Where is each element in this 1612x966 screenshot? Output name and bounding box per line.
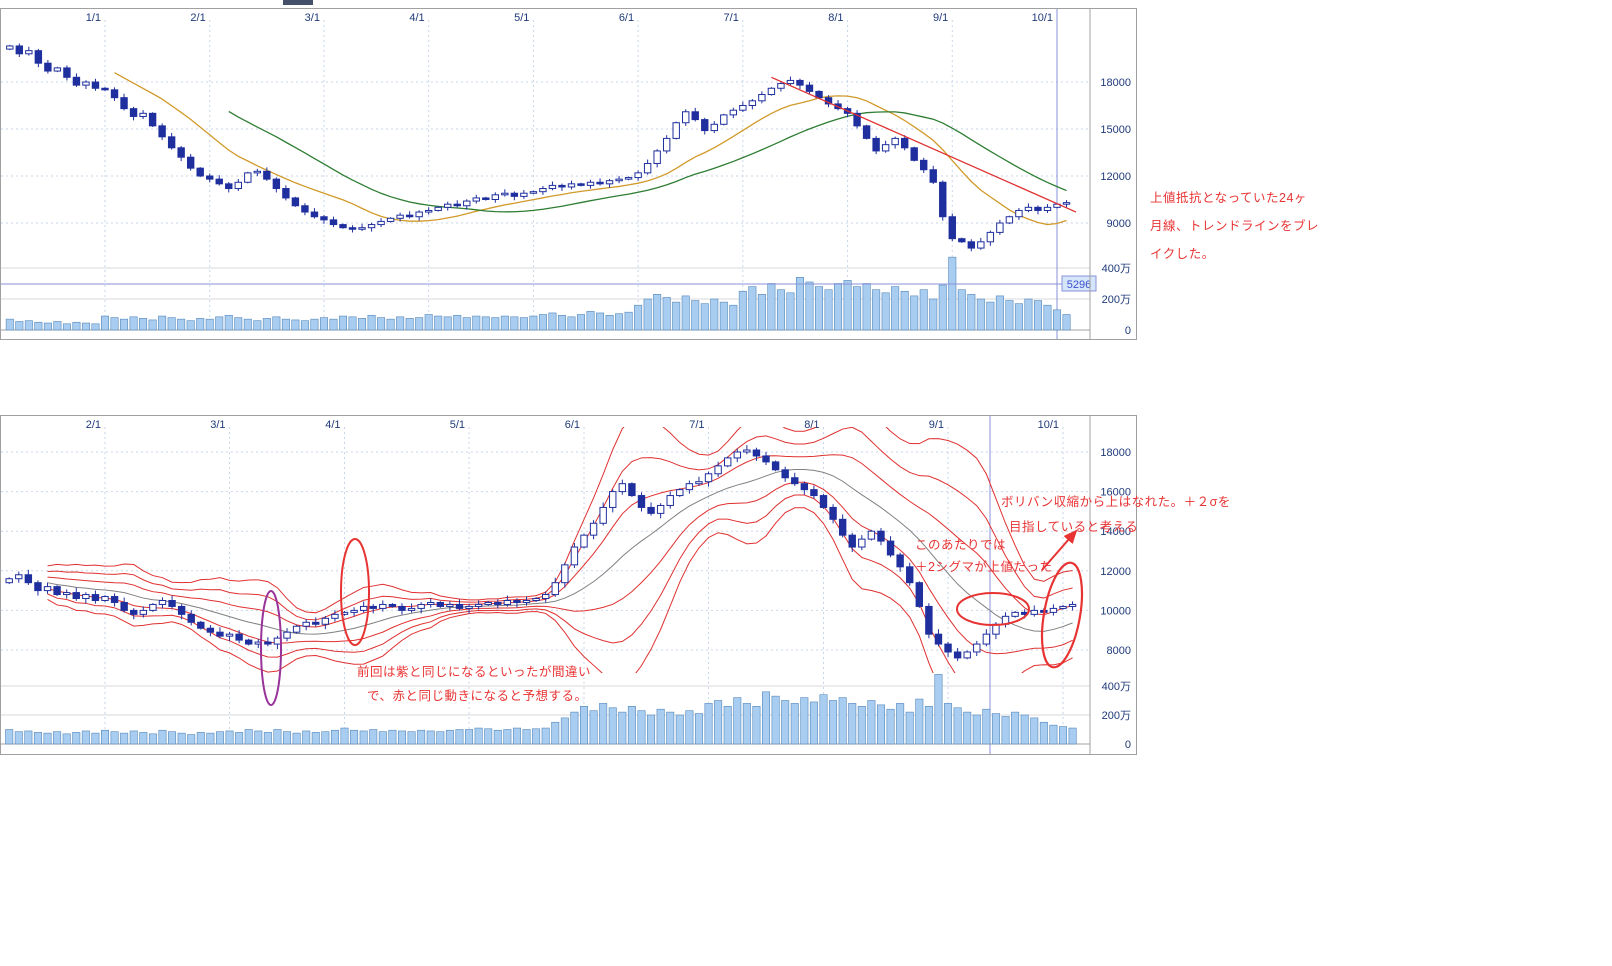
svg-text:18000: 18000 [1100, 447, 1131, 459]
svg-text:2/1: 2/1 [190, 12, 205, 24]
annotation-line: このあたりでは [915, 538, 1007, 552]
svg-text:16000: 16000 [1100, 487, 1131, 499]
annotation-line: 上値抵抗となっていた24ヶ [1150, 191, 1307, 205]
svg-text:8000: 8000 [1107, 645, 1131, 657]
red-ellipse-sigma-ceiling [956, 592, 1030, 626]
svg-text:12000: 12000 [1100, 566, 1131, 578]
annotation-trendline-breakout: 上値抵抗となっていた24ヶ 月線、トレンドラインをブレ イクした。 [1150, 184, 1370, 268]
annotation-forecast: 前回は紫と同じになるといったが間違い で、赤と同じ動きになると予想する。 [357, 660, 637, 708]
svg-text:5/1: 5/1 [450, 419, 465, 431]
svg-text:9/1: 9/1 [929, 419, 944, 431]
svg-text:10/1: 10/1 [1032, 12, 1053, 24]
svg-text:10000: 10000 [1100, 605, 1131, 617]
svg-text:9000: 9000 [1107, 218, 1131, 230]
svg-text:8/1: 8/1 [804, 419, 819, 431]
lower-chart-panel: 2/1 3/1 4/1 5/1 6/1 7/1 8/1 9/1 10/1 18000 16000 14… [0, 415, 1137, 755]
svg-text:3/1: 3/1 [210, 419, 225, 431]
red-ellipse-april-pattern [340, 538, 370, 646]
svg-text:1/1: 1/1 [86, 12, 101, 24]
svg-text:3/1: 3/1 [305, 12, 320, 24]
annotation-line: ＋2シグマが上値だった [915, 560, 1053, 574]
volume-bars [5, 674, 1077, 745]
volume-marker-box [1061, 275, 1097, 292]
svg-text:5296: 5296 [1067, 279, 1091, 291]
svg-text:7/1: 7/1 [689, 419, 704, 431]
annotation-band-expansion: ボリバン収縮から上はなれた。＋２σを 目指していると考える [1001, 490, 1261, 540]
candles [5, 445, 1077, 662]
annotation-line: で、赤と同じ動きになると予想する。 [367, 689, 588, 703]
candlestick-chart-long-term[interactable]: 1/1 2/1 3/1 4/1 5/1 6/1 7/1 8/1 9/1 10/1 18000 1500… [0, 8, 1137, 340]
annotation-line: ボリバン収縮から上はなれた。＋２σを [1001, 495, 1231, 509]
purple-ellipse-march-bottom [260, 590, 282, 706]
svg-text:4/1: 4/1 [325, 419, 340, 431]
svg-text:200万: 200万 [1102, 294, 1131, 306]
svg-text:8/1: 8/1 [828, 12, 843, 24]
svg-text:12000: 12000 [1100, 171, 1131, 183]
svg-text:18000: 18000 [1100, 77, 1131, 89]
svg-text:4/1: 4/1 [409, 12, 424, 24]
svg-text:6/1: 6/1 [565, 419, 580, 431]
window-artifact [283, 0, 313, 5]
annotation-sigma-ceiling: このあたりでは ＋2シグマが上値だった [915, 534, 1095, 578]
svg-text:0: 0 [1125, 739, 1131, 751]
annotation-line: 目指していると考える [1009, 520, 1139, 534]
svg-text:7/1: 7/1 [724, 12, 739, 24]
svg-text:10/1: 10/1 [1038, 419, 1059, 431]
annotation-line: 月線、トレンドラインをブレ [1150, 219, 1320, 233]
annotation-line: 前回は紫と同じになるといったが間違い [357, 665, 592, 679]
red-ellipse-current-breakout [1040, 561, 1084, 669]
volume-bars [5, 256, 1071, 331]
svg-text:6/1: 6/1 [619, 12, 634, 24]
svg-text:400万: 400万 [1102, 681, 1131, 693]
svg-text:5/1: 5/1 [514, 12, 529, 24]
svg-text:400万: 400万 [1102, 263, 1131, 275]
svg-text:0: 0 [1125, 325, 1131, 337]
candles [6, 43, 1071, 252]
svg-text:14000: 14000 [1100, 526, 1131, 538]
svg-text:15000: 15000 [1100, 124, 1131, 136]
annotation-line: イクした。 [1150, 247, 1215, 261]
red-arrow-up [1041, 529, 1078, 571]
svg-text:200万: 200万 [1102, 710, 1131, 722]
upper-chart-panel: 1/1 2/1 3/1 4/1 5/1 6/1 7/1 8/1 9/1 10/1 18000 1500… [0, 8, 1137, 340]
svg-text:9/1: 9/1 [933, 12, 948, 24]
bollinger-band-chart[interactable]: 2/1 3/1 4/1 5/1 6/1 7/1 8/1 9/1 10/1 18000 16000 14… [0, 415, 1137, 755]
svg-text:2/1: 2/1 [86, 419, 101, 431]
